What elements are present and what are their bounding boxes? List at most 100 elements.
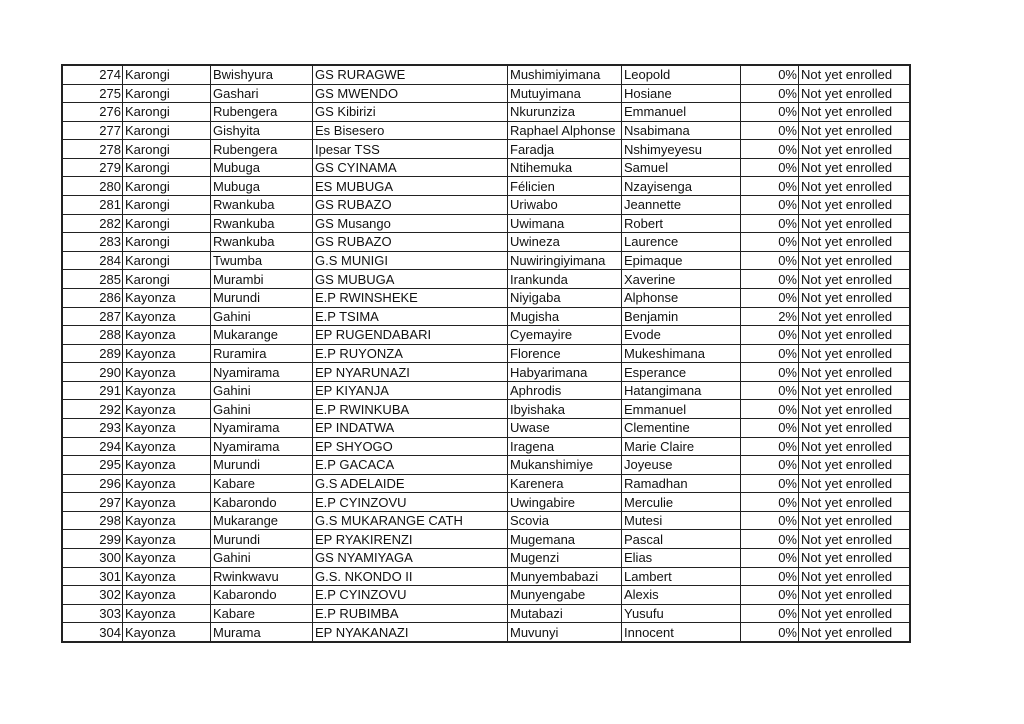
surname-cell: Mugemana [507, 529, 622, 550]
surname-cell: Munyengabe [507, 585, 622, 605]
sector-cell: Rubengera [210, 102, 313, 122]
table-row: 280 Karongi Mubuga ES MUBUGA Félicien Nzayise… [62, 176, 910, 197]
enrollment-status-cell: Not yet enrolled [798, 399, 910, 419]
row-number-cell: 281 [62, 195, 123, 215]
first-name-cell: Lambert [621, 566, 741, 587]
district-cell: Karongi [122, 139, 211, 159]
table-row: 301 Kayonza Rwinkwavu G.S. NKONDO II Munyemb… [62, 566, 910, 587]
row-number-cell: 304 [62, 622, 123, 642]
school-cell: GS RUBAZO [312, 232, 508, 252]
sector-cell: Murundi [210, 455, 313, 475]
enrollment-status-cell: Not yet enrolled [798, 473, 910, 494]
enrollment-status-cell: Not yet enrolled [798, 250, 910, 271]
district-cell: Karongi [122, 65, 211, 85]
school-cell: EP INDATWA [312, 417, 508, 438]
enrollment-status-cell: Not yet enrolled [798, 287, 910, 308]
sector-cell: Murundi [210, 529, 313, 550]
table-body: 274 Karongi Bwishyura GS RURAGWE Mushimiyima… [62, 65, 910, 642]
table-row: 275 Karongi Gashari GS MWENDO Mutuyimana Hosi… [62, 83, 910, 104]
district-cell: Kayonza [122, 510, 211, 531]
row-number-cell: 279 [62, 157, 123, 178]
row-number-cell: 290 [62, 362, 123, 382]
district-cell: Karongi [122, 250, 211, 271]
surname-cell: Uwineza [507, 232, 622, 252]
school-cell: EP KIYANJA [312, 380, 508, 401]
sector-cell: Nyamirama [210, 436, 313, 457]
progress-percent-cell: 0% [740, 343, 799, 364]
first-name-cell: Xaverine [621, 269, 741, 289]
enrollment-status-cell: Not yet enrolled [798, 622, 910, 642]
sector-cell: Bwishyura [210, 65, 313, 85]
district-cell: Karongi [122, 102, 211, 122]
first-name-cell: Marie Claire [621, 436, 741, 457]
enrollment-status-cell: Not yet enrolled [798, 603, 910, 624]
sector-cell: Rwankuba [210, 195, 313, 215]
district-cell: Kayonza [122, 343, 211, 364]
surname-cell: Habyarimana [507, 362, 622, 382]
table-row: 287 Kayonza Gahini E.P TSIMA Mugisha Benjamin… [62, 306, 910, 327]
row-number-cell: 278 [62, 139, 123, 159]
first-name-cell: Yusufu [621, 603, 741, 624]
table-row: 300 Kayonza Gahini GS NYAMIYAGA Mugenzi Elias… [62, 548, 910, 568]
school-cell: GS MWENDO [312, 83, 508, 104]
first-name-cell: Hatangimana [621, 380, 741, 401]
surname-cell: Raphael Alphonse [507, 120, 622, 141]
sector-cell: Gahini [210, 548, 313, 568]
first-name-cell: Nzayisenga [621, 176, 741, 197]
district-cell: Kayonza [122, 455, 211, 475]
enrollment-status-cell: Not yet enrolled [798, 455, 910, 475]
first-name-cell: Nsabimana [621, 120, 741, 141]
progress-percent-cell: 0% [740, 548, 799, 568]
row-number-cell: 283 [62, 232, 123, 252]
progress-percent-cell: 0% [740, 287, 799, 308]
row-number-cell: 299 [62, 529, 123, 550]
surname-cell: Uwingabire [507, 492, 622, 512]
first-name-cell: Alphonse [621, 287, 741, 308]
table-row: 284 Karongi Twumba G.S MUNIGI Nuwiringiyiman… [62, 250, 910, 271]
enrollment-status-cell: Not yet enrolled [798, 213, 910, 234]
enrollment-status-cell: Not yet enrolled [798, 380, 910, 401]
district-cell: Karongi [122, 195, 211, 215]
district-cell: Kayonza [122, 566, 211, 587]
first-name-cell: Evode [621, 325, 741, 345]
table-row: 290 Kayonza Nyamirama EP NYARUNAZI Habyarima… [62, 362, 910, 382]
school-cell: GS MUBUGA [312, 269, 508, 289]
district-cell: Kayonza [122, 529, 211, 550]
surname-cell: Karenera [507, 473, 622, 494]
enrollment-status-cell: Not yet enrolled [798, 417, 910, 438]
row-number-cell: 274 [62, 65, 123, 85]
enrollment-status-cell: Not yet enrolled [798, 585, 910, 605]
district-cell: Kayonza [122, 585, 211, 605]
table-row: 294 Kayonza Nyamirama EP SHYOGO Iragena Marie… [62, 436, 910, 457]
progress-percent-cell: 0% [740, 455, 799, 475]
surname-cell: Florence [507, 343, 622, 364]
surname-cell: Faradja [507, 139, 622, 159]
progress-percent-cell: 0% [740, 510, 799, 531]
table-row: 304 Kayonza Murama EP NYAKANAZI Muvunyi Innoc… [62, 622, 910, 642]
sector-cell: Kabare [210, 603, 313, 624]
first-name-cell: Hosiane [621, 83, 741, 104]
school-cell: E.P RWINKUBA [312, 399, 508, 419]
enrollment-status-cell: Not yet enrolled [798, 102, 910, 122]
surname-cell: Muvunyi [507, 622, 622, 642]
district-cell: Kayonza [122, 399, 211, 419]
row-number-cell: 303 [62, 603, 123, 624]
first-name-cell: Epimaque [621, 250, 741, 271]
surname-cell: Ntihemuka [507, 157, 622, 178]
district-cell: Kayonza [122, 492, 211, 512]
sector-cell: Mukarange [210, 325, 313, 345]
progress-percent-cell: 0% [740, 157, 799, 178]
row-number-cell: 296 [62, 473, 123, 494]
sector-cell: Gishyita [210, 120, 313, 141]
row-number-cell: 295 [62, 455, 123, 475]
enrollment-status-cell: Not yet enrolled [798, 83, 910, 104]
first-name-cell: Emmanuel [621, 399, 741, 419]
enrollment-status-cell: Not yet enrolled [798, 195, 910, 215]
table-row: 279 Karongi Mubuga GS CYINAMA Ntihemuka Samue… [62, 157, 910, 178]
first-name-cell: Robert [621, 213, 741, 234]
surname-cell: Irankunda [507, 269, 622, 289]
row-number-cell: 285 [62, 269, 123, 289]
row-number-cell: 294 [62, 436, 123, 457]
row-number-cell: 287 [62, 306, 123, 327]
table-row: 274 Karongi Bwishyura GS RURAGWE Mushimiyima… [62, 65, 910, 85]
